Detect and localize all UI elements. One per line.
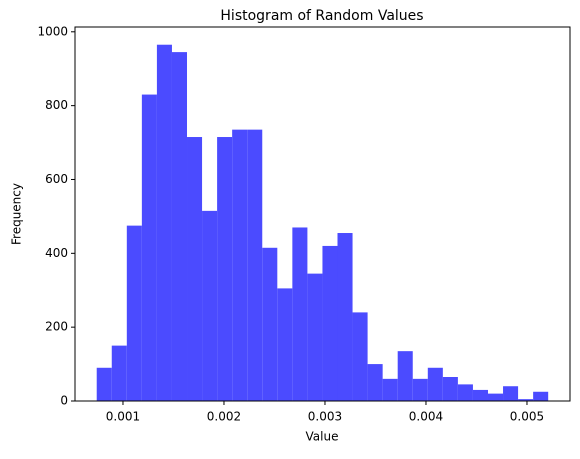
bar [187, 137, 203, 401]
bar [141, 94, 157, 402]
bar [156, 44, 172, 401]
bar [337, 233, 353, 401]
bar [171, 52, 188, 402]
y-tick-label: 600 [45, 172, 68, 186]
x-tick-label: 0.003 [308, 410, 342, 424]
bar [126, 225, 142, 401]
bar [352, 312, 368, 401]
bar [533, 391, 549, 401]
bar [487, 393, 504, 401]
bar [503, 386, 519, 401]
bar [232, 129, 248, 402]
bar [518, 399, 534, 401]
bar [247, 129, 263, 402]
y-axis-label: Frequency [10, 183, 24, 245]
x-tick-label: 0.005 [510, 410, 544, 424]
bar [307, 273, 323, 401]
bar [427, 367, 443, 401]
bar [397, 351, 413, 401]
bar [322, 245, 338, 401]
bar [217, 137, 233, 401]
y-tick-label: 400 [45, 246, 68, 260]
chart-title: Histogram of Random Values [220, 8, 423, 24]
bar [202, 210, 218, 401]
bar [412, 378, 428, 401]
bar [262, 247, 278, 401]
x-axis-label: Value [306, 430, 339, 444]
y-tick-label: 1000 [37, 24, 68, 38]
bar [277, 288, 293, 401]
x-tick-label: 0.004 [409, 410, 443, 424]
y-tick-label: 0 [60, 394, 68, 408]
y-tick-label: 800 [45, 98, 68, 112]
plot-frame [74, 26, 571, 402]
x-tick-label: 0.001 [106, 410, 140, 424]
bar [457, 384, 473, 401]
bar [96, 367, 112, 401]
bar [367, 364, 383, 401]
bar [292, 227, 308, 401]
y-tick-label: 200 [45, 320, 68, 334]
x-tick-label: 0.002 [207, 410, 241, 424]
bar [111, 345, 127, 401]
bar [382, 378, 398, 401]
bar [442, 377, 458, 401]
bar [472, 389, 488, 401]
